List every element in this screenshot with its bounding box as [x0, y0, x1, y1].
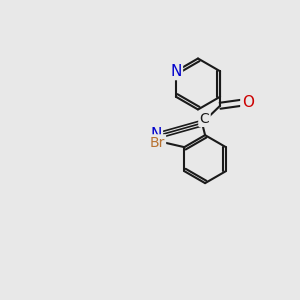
- Text: N: N: [170, 64, 182, 79]
- Text: Br: Br: [149, 136, 165, 150]
- Text: N: N: [150, 127, 162, 142]
- Text: O: O: [242, 95, 254, 110]
- Text: C: C: [200, 112, 209, 126]
